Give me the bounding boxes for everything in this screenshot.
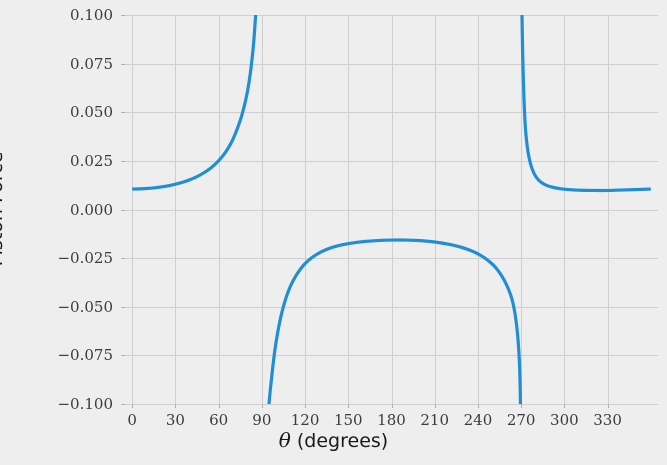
gridline-horizontal <box>125 112 658 114</box>
y-tick-label: 0.000 <box>70 200 113 219</box>
gridline-horizontal <box>125 209 658 211</box>
x-axis-label: θ (degrees) <box>0 428 667 452</box>
gridline-horizontal <box>125 306 658 308</box>
x-tick-mark <box>477 404 479 408</box>
y-tick-mark <box>121 15 125 16</box>
x-tick-label: 120 <box>290 411 320 429</box>
x-axis-label-symbol: θ <box>278 428 291 452</box>
y-tick-mark <box>121 63 125 65</box>
y-tick-mark <box>121 112 125 114</box>
x-tick-label: 270 <box>506 411 536 429</box>
x-tick-mark <box>434 404 436 408</box>
x-tick-label: 240 <box>463 411 493 429</box>
curve-branch <box>267 238 523 404</box>
gridline-horizontal <box>125 63 658 65</box>
y-tick-mark <box>121 404 125 405</box>
y-tick-label: −0.100 <box>57 395 113 413</box>
x-tick-label: 30 <box>165 411 185 429</box>
y-tick-label: −0.075 <box>57 346 113 365</box>
x-tick-label: 0 <box>127 411 137 429</box>
curve-branch <box>132 15 258 191</box>
x-tick-label: 150 <box>333 411 363 429</box>
x-tick-mark <box>521 404 523 408</box>
gridline-horizontal <box>125 15 658 16</box>
y-tick-label: −0.025 <box>57 249 113 268</box>
y-tick-mark <box>121 355 125 357</box>
gridline-horizontal <box>125 258 658 260</box>
gridline-horizontal <box>125 355 658 357</box>
x-tick-mark <box>305 404 307 408</box>
y-tick-mark <box>121 258 125 260</box>
x-tick-label: 300 <box>550 411 579 429</box>
y-tick-mark <box>121 160 125 162</box>
gridline-horizontal <box>125 160 658 162</box>
x-tick-mark <box>348 404 350 408</box>
y-tick-mark <box>121 306 125 308</box>
x-axis-label-text: (degrees) <box>290 430 389 452</box>
x-tick-mark <box>175 404 177 408</box>
x-tick-label: 60 <box>209 411 229 429</box>
y-tick-label: 0.050 <box>70 103 113 122</box>
y-tick-label: 0.025 <box>70 151 113 170</box>
x-tick-label: 330 <box>593 411 622 429</box>
data-series-piston-force <box>125 15 658 404</box>
x-tick-mark <box>132 404 134 408</box>
x-tick-mark <box>564 404 566 408</box>
x-tick-mark <box>261 404 263 408</box>
plot-area: 0 30 60 90 120 150 180 210 240 270 300 330 −0.100 −0… <box>57 6 658 429</box>
x-tick-label: 210 <box>420 411 450 429</box>
piston-force-curve <box>132 15 651 404</box>
y-tick-label: 0.075 <box>70 54 113 73</box>
x-tick-label: 90 <box>252 411 272 429</box>
x-tick-mark <box>607 404 609 408</box>
y-axis-label: Piston Force <box>0 151 7 267</box>
y-tick-label: −0.050 <box>57 297 113 316</box>
x-tick-label: 180 <box>377 411 406 429</box>
curve-branch <box>520 15 651 193</box>
x-tick-mark <box>218 404 220 408</box>
y-tick-mark <box>121 209 125 211</box>
y-tick-label: 0.100 <box>70 6 113 24</box>
x-tick-mark <box>391 404 393 408</box>
